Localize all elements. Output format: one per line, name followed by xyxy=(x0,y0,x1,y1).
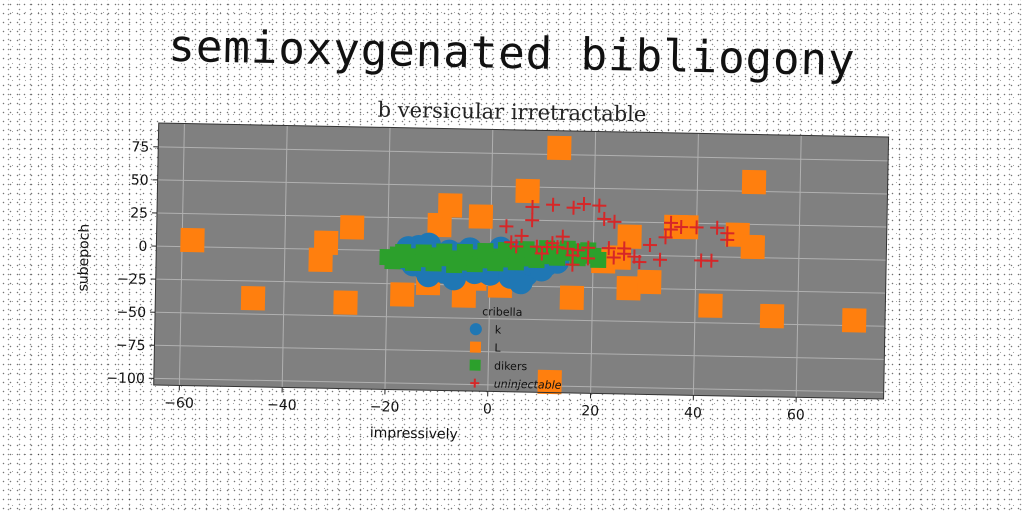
point-dikers xyxy=(436,243,453,260)
point-L xyxy=(547,135,572,161)
y-tick-label: −25 xyxy=(117,271,147,288)
point-uninjectable xyxy=(504,235,519,250)
point-L xyxy=(468,204,494,229)
legend-marker-k xyxy=(469,323,482,336)
point-uninjectable xyxy=(555,229,570,244)
point-k xyxy=(508,270,533,295)
point-L xyxy=(637,269,662,295)
x-tick-label: −60 xyxy=(164,395,194,412)
point-uninjectable xyxy=(546,197,561,212)
point-L xyxy=(180,227,205,253)
x-axis-label: impressively xyxy=(370,425,458,443)
y-tick-label: 0 xyxy=(138,239,147,255)
plot-wrapper: −60 −40 −20 0 20 40 60 75 50 25 0 −25 −50 −75 −100 impr… xyxy=(75,122,890,443)
point-uninjectable xyxy=(720,226,735,241)
point-uninjectable xyxy=(658,230,673,245)
point-dikers xyxy=(518,241,535,258)
point-dikers xyxy=(477,242,494,260)
point-L xyxy=(616,276,641,301)
y-tick-label: 50 xyxy=(131,172,149,188)
x-tick-label: −40 xyxy=(267,397,297,414)
point-uninjectable xyxy=(642,237,658,252)
point-uninjectable xyxy=(581,251,596,266)
point-uninjectable xyxy=(565,257,580,272)
point-dikers xyxy=(415,244,432,261)
point-uninjectable xyxy=(592,198,607,213)
legend-label-dikers: dikers xyxy=(494,360,528,374)
legend-title: cribella xyxy=(482,305,522,319)
grid-line-x xyxy=(692,133,699,396)
axes: −60 −40 −20 0 20 40 60 75 50 25 0 −25 −50 −75 −100 impr… xyxy=(75,122,890,443)
grid-line-y xyxy=(158,146,889,162)
y-tick-label: 75 xyxy=(131,139,149,155)
grid-line-x xyxy=(281,125,288,388)
point-dikers xyxy=(456,243,473,261)
x-tick-label: 20 xyxy=(581,403,599,419)
grid-line-y xyxy=(156,212,887,228)
x-tick-label: 60 xyxy=(787,407,805,423)
y-axis-label: subepoch xyxy=(75,224,92,292)
point-uninjectable xyxy=(606,250,621,265)
y-tick-label: −75 xyxy=(116,338,146,355)
point-L xyxy=(741,169,767,195)
point-L xyxy=(390,282,415,307)
point-uninjectable xyxy=(566,200,581,215)
point-L xyxy=(559,285,585,310)
legend-marker-L xyxy=(469,341,482,353)
point-L xyxy=(740,234,766,260)
point-L xyxy=(698,293,723,318)
grid-line-x xyxy=(178,123,185,386)
plot-frame xyxy=(153,122,890,400)
y-tick-label: −100 xyxy=(106,370,145,387)
point-uninjectable xyxy=(499,219,514,234)
point-L xyxy=(617,224,642,249)
point-uninjectable xyxy=(689,220,704,235)
point-uninjectable xyxy=(617,241,632,256)
point-uninjectable xyxy=(627,249,642,264)
point-uninjectable xyxy=(597,211,612,226)
point-dikers xyxy=(394,243,412,261)
point-L xyxy=(240,285,266,311)
legend-label-uninjectable: uninjectable xyxy=(494,378,562,392)
point-L xyxy=(759,303,785,329)
legend-label-k: k xyxy=(495,324,502,337)
point-uninjectable xyxy=(710,220,725,235)
grid-line-y xyxy=(154,344,885,360)
y-tick-label: 25 xyxy=(130,205,148,221)
point-dikers xyxy=(446,256,463,274)
grid-line-x xyxy=(795,135,802,398)
legend-marker-uninjectable xyxy=(470,378,480,388)
x-tick-label: 40 xyxy=(684,405,702,421)
legend-label-L: L xyxy=(494,342,501,355)
y-tick-label: −50 xyxy=(116,304,146,321)
point-L xyxy=(437,193,463,218)
point-uninjectable xyxy=(694,253,709,268)
grid-line-y xyxy=(153,377,884,393)
point-uninjectable xyxy=(576,196,591,212)
point-L xyxy=(333,290,358,315)
data-marks xyxy=(180,135,867,395)
point-uninjectable xyxy=(534,246,549,261)
legend-marker-dikers xyxy=(469,359,481,371)
point-L xyxy=(427,212,452,238)
point-L xyxy=(841,308,867,333)
point-uninjectable xyxy=(525,199,540,214)
point-L xyxy=(308,247,333,273)
x-tick-label: −20 xyxy=(370,399,400,416)
point-uninjectable xyxy=(525,213,540,228)
point-L xyxy=(515,178,540,204)
point-uninjectable xyxy=(674,220,689,235)
point-uninjectable xyxy=(601,241,616,256)
point-L xyxy=(339,215,365,240)
point-uninjectable xyxy=(652,252,668,267)
point-uninjectable xyxy=(607,214,622,229)
point-uninjectable xyxy=(545,236,560,251)
point-uninjectable xyxy=(663,222,678,237)
point-uninjectable xyxy=(514,228,529,243)
point-L xyxy=(537,369,562,395)
x-tick-label: 0 xyxy=(483,401,492,417)
